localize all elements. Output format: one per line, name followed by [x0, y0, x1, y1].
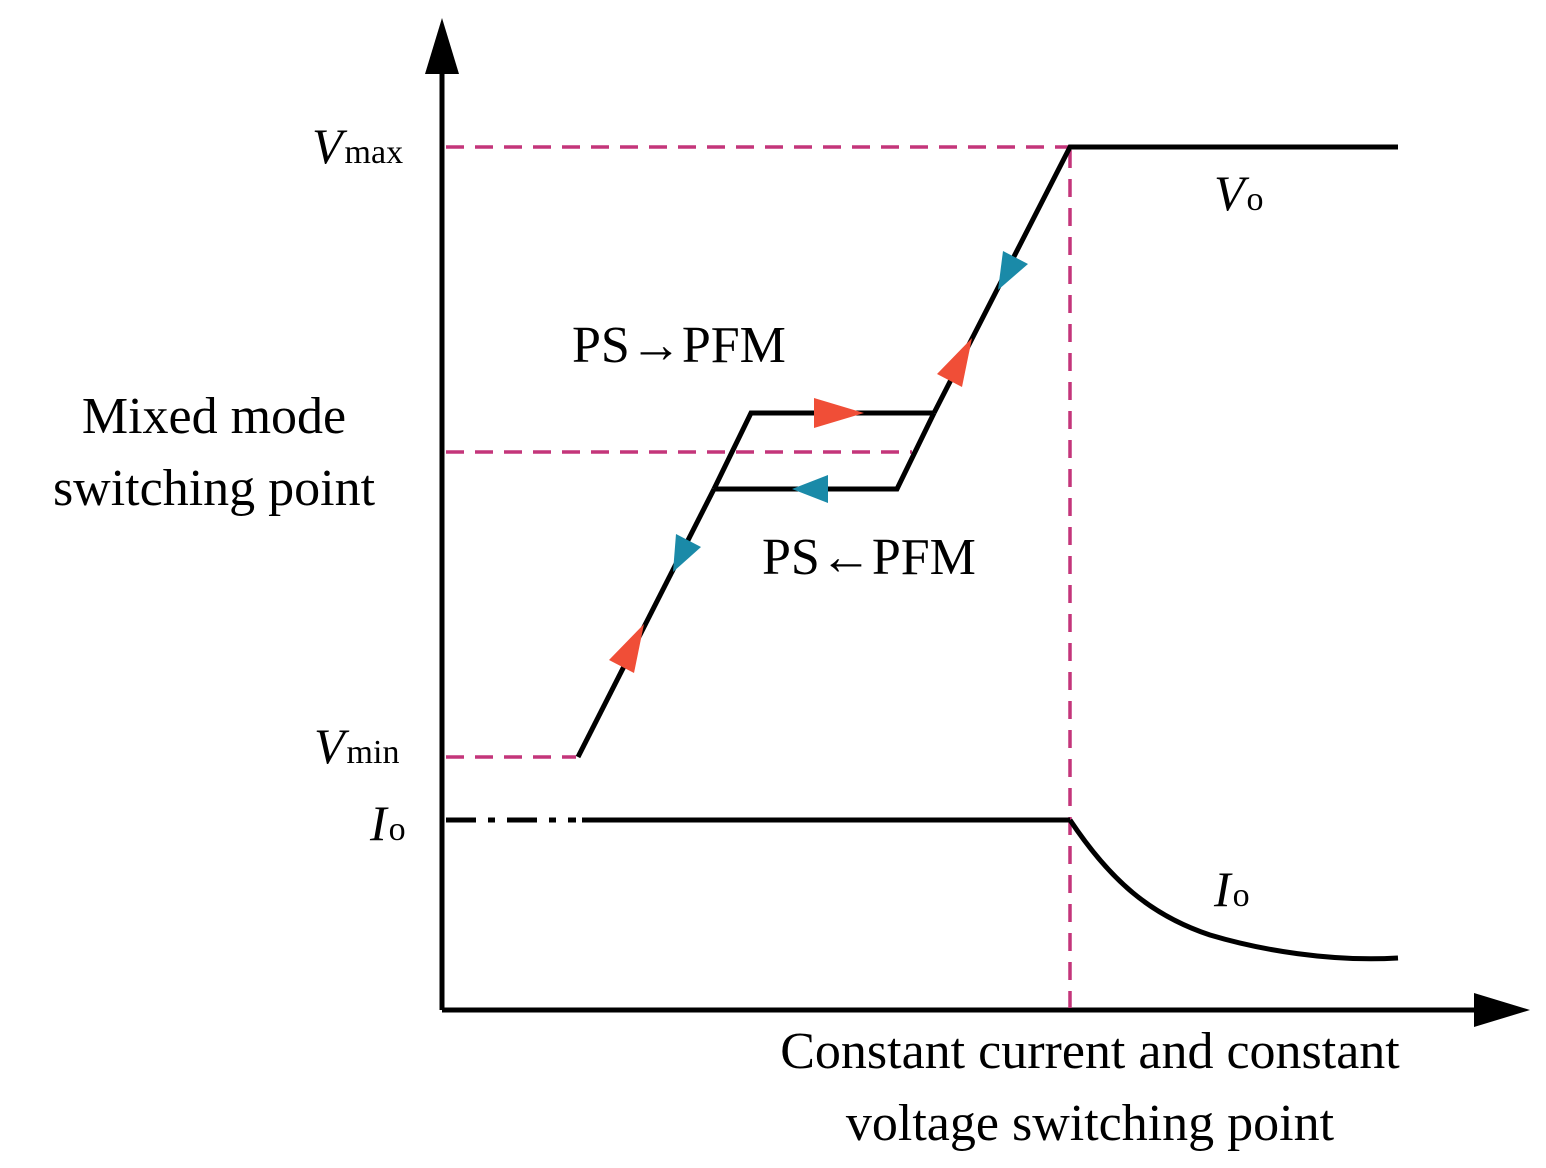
direction-arrows [609, 251, 1028, 673]
annotations: Mixed mode switching point PS→PFM PS←PFM… [53, 317, 1400, 1152]
current-curve [446, 817, 1399, 962]
reverse-arrow-lower-ramp [673, 534, 701, 572]
vo-curve-label: Vo [1214, 165, 1264, 221]
io-curve-label: Io [1213, 861, 1250, 917]
reverse-arrow-upper-ramp [998, 251, 1028, 290]
reverse-arrow-lower-path [792, 475, 828, 503]
axes [425, 18, 1530, 1027]
ps-from-pfm-label: PS←PFM [762, 529, 976, 586]
y-axis-arrowhead [425, 18, 459, 74]
vmax-label: Vmax [312, 118, 403, 174]
vo-upper-ramp [931, 144, 1398, 415]
forward-arrow-upper-path [814, 398, 864, 428]
voltage-curve [575, 144, 1398, 759]
vmin-label: Vmin [314, 718, 399, 774]
mixed-mode-label-line2: switching point [53, 460, 376, 517]
hysteresis-upper-path [711, 410, 934, 491]
cc-cv-label-line2: voltage switching point [846, 1095, 1335, 1152]
curve-labels: Vo Io [1213, 165, 1264, 917]
axis-labels: Vmax Vmin Io [312, 118, 406, 851]
x-axis-arrowhead [1474, 993, 1530, 1027]
dashed-guides [446, 145, 1072, 1008]
io-axis-label: Io [369, 795, 406, 851]
io-decay-segment [1067, 818, 1399, 962]
cc-cv-label-line1: Constant current and constant [780, 1023, 1400, 1080]
vo-lower-ramp [575, 487, 717, 759]
mixed-mode-label-line1: Mixed mode [82, 388, 346, 445]
ps-to-pfm-label: PS→PFM [572, 317, 786, 374]
hysteresis-lower-path [714, 411, 937, 492]
forward-arrow-lower-ramp [609, 624, 644, 673]
forward-arrow-upper-ramp [937, 338, 972, 387]
